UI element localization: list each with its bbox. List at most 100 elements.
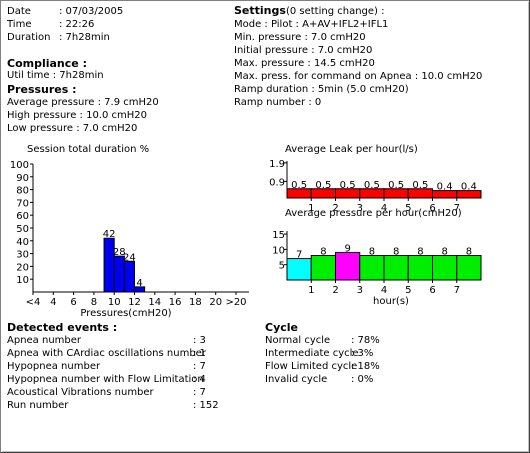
histogram-bar-label: 42 xyxy=(103,229,116,240)
phour-bar xyxy=(286,258,312,281)
event-apnea-cardiac: Apnea with CArdiac oscillations number: … xyxy=(7,348,206,359)
histogram-ytick-label: 70 xyxy=(16,198,29,209)
leak-bar-label: 0.5 xyxy=(412,180,428,191)
setting-ramp-number: Ramp number : 0 xyxy=(234,97,322,108)
histogram-ytick-label: 40 xyxy=(16,237,29,248)
event-apnea: Apnea number: 3 xyxy=(7,335,206,346)
histogram-bar-label: 28 xyxy=(113,247,126,258)
pressure-chart-xlabel: hour(s) xyxy=(373,296,409,307)
session-info: Date: 07/03/2005 Time: 22:26 Duration: 7… xyxy=(7,5,123,44)
histogram-ytick-label: 10 xyxy=(16,275,29,286)
histogram-xtick-label: <4 xyxy=(26,297,41,308)
leak-bar-label: 0.5 xyxy=(340,180,356,191)
event-hypopnea-flow-limitation: Hypopnea number with Flow Limitation: 4 xyxy=(7,374,206,385)
setting-max-pressure: Max. pressure : 14.5 cmH20 xyxy=(234,58,375,69)
phour-xtick-label: 1 xyxy=(308,285,314,296)
info-date-row: Date: 07/03/2005 xyxy=(7,6,124,17)
phour-xtick-label: 5 xyxy=(405,285,411,296)
setting-ramp-duration: Ramp duration : 5min (5.0 cmH20) xyxy=(234,84,409,95)
info-duration-row: Duration: 7h28min xyxy=(7,32,110,43)
histogram-xtick-label: 6 xyxy=(70,297,76,308)
setting-mode: Mode : Pilot : A+AV+IFL2+IFL1 xyxy=(234,19,389,30)
histogram-xlabel: Pressures(cmH20) xyxy=(80,308,171,319)
phour-bar-label: 8 xyxy=(466,247,472,258)
settings-title: Settings xyxy=(234,4,286,17)
histogram-bar-label: 24 xyxy=(123,252,136,263)
setting-max-press-apnea: Max. press. for command on Apnea : 10.0 … xyxy=(234,71,483,82)
event-acoustical-vibrations: Acoustical Vibrations number: 7 xyxy=(7,387,206,398)
leak-xtick-label: 2 xyxy=(332,203,338,214)
phour-bar-label: 8 xyxy=(369,247,375,258)
histogram-xtick-label: 10 xyxy=(108,297,121,308)
leak-ytick-label: 0.9 xyxy=(269,177,285,188)
histogram-xtick-label: 18 xyxy=(189,297,202,308)
histogram-xtick-label: 20 xyxy=(209,297,222,308)
histogram-title: Session total duration % xyxy=(27,144,149,155)
pressure-chart-title: Average pressure per hour(cmH20) xyxy=(285,208,462,219)
histogram-ytick-label: 20 xyxy=(16,262,29,273)
histogram-ytick-label: 100 xyxy=(10,160,29,171)
histogram-ytick-label: 80 xyxy=(16,186,29,197)
settings-list: Mode : Pilot : A+AV+IFL2+IFL1 Min. press… xyxy=(234,18,482,109)
histogram-ytick-label: 60 xyxy=(16,211,29,222)
phour-bar xyxy=(335,251,361,281)
histogram-ytick-label: 50 xyxy=(16,224,29,235)
leak-bar-label: 0.4 xyxy=(437,182,453,193)
phour-ytick-label: 15 xyxy=(272,230,285,241)
compliance-title: Compliance : xyxy=(7,57,87,70)
phour-xtick-label: 2 xyxy=(332,285,338,296)
average-pressure: Average pressure : 7.9 cmH20 xyxy=(7,97,159,108)
phour-bar xyxy=(383,255,409,281)
info-time-row: Time: 22:26 xyxy=(7,19,95,30)
pressures-title: Pressures : xyxy=(7,83,77,96)
util-time: Util time : 7h28min xyxy=(7,70,104,81)
histogram-bar xyxy=(123,260,135,293)
cycle-flow-limited: Flow Limited cycle: 18% xyxy=(265,361,380,372)
low-pressure: Low pressure : 7.0 cmH20 xyxy=(7,123,138,134)
phour-xtick-label: 4 xyxy=(381,285,387,296)
session-duration-chart: Session total duration % 102030405060708… xyxy=(10,144,249,319)
cycle-intermediate: Intermediate cycle: 3% xyxy=(265,348,374,359)
leak-bar-label: 0.5 xyxy=(364,180,380,191)
phour-bar-label: 8 xyxy=(393,247,399,258)
cycle-invalid: Invalid cycle: 0% xyxy=(265,374,374,385)
leak-bar-label: 0.4 xyxy=(461,182,477,193)
pressures-list: Average pressure : 7.9 cmH20 High pressu… xyxy=(7,96,159,135)
phour-bar xyxy=(407,255,433,281)
event-run-number: Run number: 152 xyxy=(7,400,219,411)
leak-xtick-label: 1 xyxy=(308,203,314,214)
leak-xtick-label: 5 xyxy=(405,203,411,214)
setting-min-pressure: Min. pressure : 7.0 cmH20 xyxy=(234,32,366,43)
phour-bar xyxy=(310,255,336,281)
phour-xtick-label: 7 xyxy=(454,285,460,296)
cycle-list: Normal cycle: 78% Intermediate cycle: 3%… xyxy=(265,334,380,386)
leak-bar-label: 0.5 xyxy=(388,180,404,191)
histogram-xtick-label: 14 xyxy=(148,297,161,308)
histogram-bar-label: 4 xyxy=(136,278,142,289)
leak-chart: 0.9 1.9 0.5 0.5 0.5 0.5 0.5 0.5 0.4 0.4 1 2 3 4 5 6 7 xyxy=(269,159,482,214)
histogram-xtick-label: 16 xyxy=(169,297,182,308)
histogram-xtick-label: 12 xyxy=(128,297,141,308)
settings-header: Settings(0 setting change) : xyxy=(234,4,384,17)
pressure-per-hour-chart: 5 10 15 7 8 9 8 8 8 8 8 1 2 3 4 5 6 7 xyxy=(272,230,482,296)
high-pressure: High pressure : 10.0 cmH20 xyxy=(7,110,148,121)
leak-bar-label: 0.5 xyxy=(291,180,307,191)
histogram-ytick-label: 30 xyxy=(16,250,29,261)
event-hypopnea: Hypopnea number: 7 xyxy=(7,361,206,372)
phour-ytick-label: 5 xyxy=(279,261,285,272)
histogram-bar xyxy=(134,286,146,293)
histogram-ytick-label: 90 xyxy=(16,173,29,184)
phour-bar xyxy=(456,255,482,281)
histogram-xtick-label: 8 xyxy=(91,297,97,308)
phour-bar-label: 8 xyxy=(417,247,423,258)
leak-bar-label: 0.5 xyxy=(315,180,331,191)
leak-chart-title: Average Leak per hour(l/s) xyxy=(285,144,418,155)
histogram-xtick-label: >20 xyxy=(225,297,246,308)
leak-ytick-label: 1.9 xyxy=(269,159,285,170)
phour-bar-label: 7 xyxy=(296,250,302,261)
cycle-normal: Normal cycle: 78% xyxy=(265,335,380,346)
leak-xtick-label: 4 xyxy=(381,203,387,214)
